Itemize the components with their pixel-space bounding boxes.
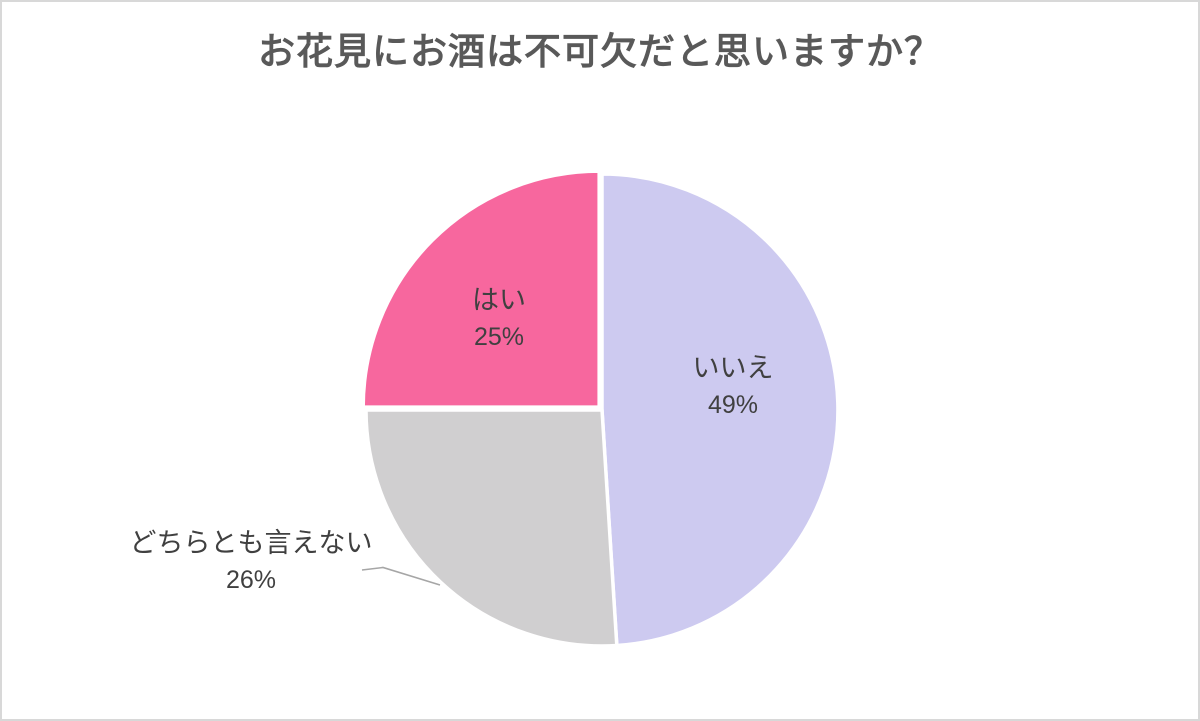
pie-slice-neither xyxy=(364,408,619,648)
pie-slice-no xyxy=(600,172,840,648)
pie-label-neither-percent: 26% xyxy=(225,566,277,594)
pie-label-no-percent: 49% xyxy=(707,391,759,419)
pie-label-yes-percent: 25% xyxy=(473,323,525,351)
pie-label-neither-text: どちらとも言えない xyxy=(129,528,373,558)
pie-label-yes: はい 25% xyxy=(472,282,526,356)
pie-label-no-text: いいえ xyxy=(692,353,774,383)
chart-title: お花見にお酒は不可欠だと思いますか？ xyxy=(258,31,942,72)
pie-slice-yes xyxy=(361,169,601,409)
pie-label-no: いいえ 49% xyxy=(693,350,774,424)
pie-label-yes-text: はい xyxy=(472,285,526,315)
pie-label-neither: どちらとも言えない 26% xyxy=(130,525,373,599)
leader-line xyxy=(361,566,441,586)
